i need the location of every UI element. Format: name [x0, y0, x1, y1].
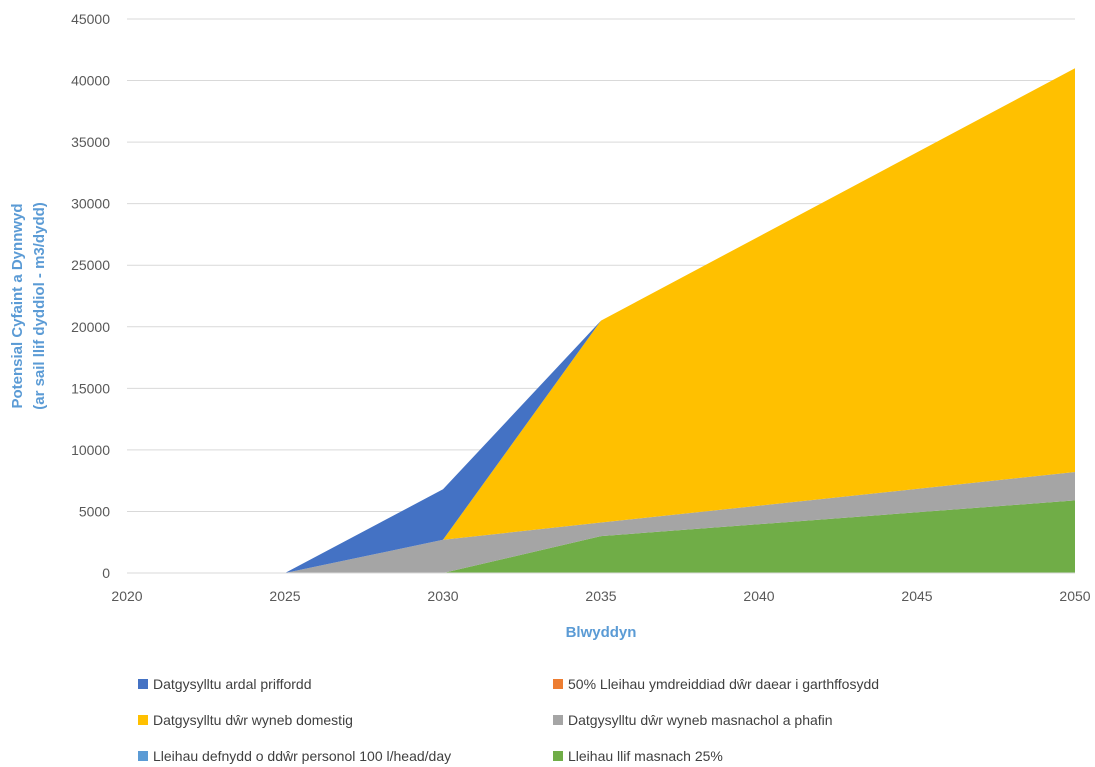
x-tick-label: 2020: [111, 588, 142, 604]
x-tick-label: 2030: [427, 588, 458, 604]
x-tick-label: 2025: [269, 588, 300, 604]
legend-swatch: [138, 751, 148, 761]
legend-swatch: [138, 679, 148, 689]
y-tick-label: 15000: [71, 380, 110, 396]
legend-label: Datgysylltu ardal priffordd: [153, 676, 312, 692]
y-tick-label: 45000: [71, 11, 110, 27]
y-axis-title-line-2: (ar sail llif dyddiol - m3/dydd): [31, 202, 48, 410]
area-datgysylltu-d-r-wyneb-masnachol-a-phafin: [285, 472, 1075, 573]
legend-item: Datgysylltu dŵr wyneb masnachol a phafin: [553, 712, 833, 728]
y-tick-label: 30000: [71, 196, 110, 212]
legend-label: Datgysylltu dŵr wyneb domestig: [153, 712, 353, 728]
legend-swatch: [553, 751, 563, 761]
legend-item: Lleihau defnydd o ddŵr personol 100 l/he…: [138, 748, 451, 764]
legend-label: Lleihau defnydd o ddŵr personol 100 l/he…: [153, 748, 452, 764]
y-tick-label: 10000: [71, 442, 110, 458]
legend-swatch: [553, 715, 563, 725]
legend-item: Lleihau llif masnach 25%: [553, 748, 723, 764]
area-lleihau-llif-masnach-25: [285, 500, 1075, 573]
gridlines: [127, 18, 1075, 512]
y-tick-label: 0: [102, 565, 110, 581]
legend-label: 50% Lleihau ymdreiddiad dŵr daear i gart…: [568, 676, 880, 692]
y-axis-ticks: 0 5000 10000 15000 20000 25000 30000 35000 40000…: [71, 11, 110, 581]
x-axis-title: Blwyddyn: [566, 624, 637, 641]
y-tick-label: 40000: [71, 73, 110, 89]
y-tick-label: 25000: [71, 257, 110, 273]
legend-swatch: [553, 679, 563, 689]
y-tick-label: 20000: [71, 319, 110, 335]
area-series: [285, 68, 1075, 573]
legend-swatch: [138, 715, 148, 725]
area-datgysylltu-d-r-wyneb-domestig: [285, 68, 1075, 573]
y-tick-label: 5000: [79, 503, 110, 519]
legend-item: Datgysylltu dŵr wyneb domestig: [138, 712, 353, 728]
legend-item: Datgysylltu ardal priffordd: [138, 676, 311, 692]
legend-label: Lleihau llif masnach 25%: [568, 748, 723, 764]
x-tick-label: 2045: [901, 588, 932, 604]
x-tick-label: 2035: [585, 588, 616, 604]
legend-item: 50% Lleihau ymdreiddiad dŵr daear i gart…: [553, 676, 879, 692]
y-axis-title-line-1: Potensial Cyfaint a Dynnwyd: [9, 203, 26, 408]
x-axis-ticks: 2020 2025 2030 2035 2040 2045 2050: [111, 588, 1090, 604]
x-tick-label: 2050: [1059, 588, 1090, 604]
x-tick-label: 2040: [743, 588, 774, 604]
legend-label: Datgysylltu dŵr wyneb masnachol a phafin: [568, 712, 833, 728]
y-tick-label: 35000: [71, 134, 110, 150]
